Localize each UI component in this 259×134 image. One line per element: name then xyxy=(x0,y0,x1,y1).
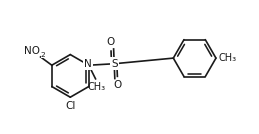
Text: 2: 2 xyxy=(41,52,46,58)
Text: O: O xyxy=(114,80,122,90)
Text: O: O xyxy=(106,37,115,47)
Text: CH₃: CH₃ xyxy=(219,53,237,63)
Text: N: N xyxy=(84,59,92,69)
Text: CH₃: CH₃ xyxy=(87,81,105,92)
Text: S: S xyxy=(111,59,118,69)
Text: Cl: Cl xyxy=(65,101,75,111)
Text: NO: NO xyxy=(24,46,40,56)
